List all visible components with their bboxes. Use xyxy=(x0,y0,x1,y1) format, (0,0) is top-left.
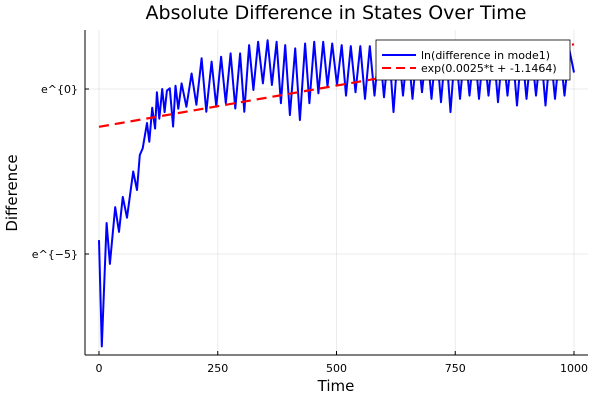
y-tick-label: e^{0} xyxy=(41,83,78,96)
legend-label-exp: exp(0.0025*t + -1.1464) xyxy=(421,62,557,75)
y-tick-label: e^{−5} xyxy=(32,248,78,261)
chart-title: Absolute Difference in States Over Time xyxy=(146,2,527,24)
series-ln-difference-line xyxy=(98,39,575,348)
x-tick-label: 1000 xyxy=(560,362,588,375)
x-tick-label: 750 xyxy=(445,362,466,375)
legend-label-ln: ln(difference in mode1) xyxy=(421,49,550,62)
legend: ln(difference in mode1) exp(0.0025*t + -… xyxy=(375,39,571,81)
y-axis-label: Difference xyxy=(3,154,21,231)
x-tick-label: 250 xyxy=(207,362,228,375)
x-axis-label: Time xyxy=(317,377,355,395)
legend-box xyxy=(375,39,571,81)
ticks: 0 250 500 750 1000 e^{0} e^{−5} xyxy=(32,83,588,375)
x-tick-label: 0 xyxy=(96,362,103,375)
x-tick-label: 500 xyxy=(326,362,347,375)
